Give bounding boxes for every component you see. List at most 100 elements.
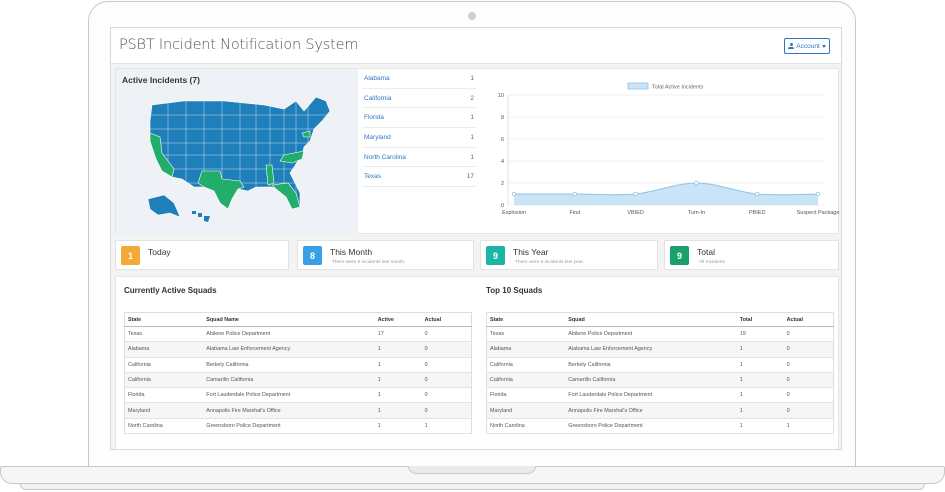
state-list-item[interactable]: Texas 17 <box>362 167 476 188</box>
state-link[interactable]: Florida <box>364 114 384 122</box>
column-header: Total <box>736 312 784 327</box>
table-cell: 1 <box>783 418 834 435</box>
account-button[interactable]: Account <box>784 38 830 54</box>
table-row: North Carolina Greensboro Police Departme… <box>124 418 472 435</box>
table-cell: 1 <box>374 418 422 435</box>
state-list-item[interactable]: Alabama 1 <box>362 69 476 89</box>
table-row: Maryland Annapolis Fire Marshal's Office 1… <box>124 402 472 419</box>
state-count: 1 <box>470 133 474 141</box>
data-point <box>694 180 699 186</box>
stat-badge: 1 <box>121 246 140 265</box>
app-title: PSBT Incident Notification System <box>119 37 359 53</box>
column-header: Actual <box>783 312 834 327</box>
table-row: California Berkely California 1 0 <box>124 357 472 373</box>
caret-down-icon <box>821 44 826 48</box>
state-count: 1 <box>470 74 474 82</box>
stat-subtitle: There were 0 incidents last year. <box>515 260 585 265</box>
table-cell: 0 <box>421 357 472 373</box>
table-cell: 0 <box>783 387 834 404</box>
app-header: PSBT Incident Notification System Accoun… <box>111 28 841 64</box>
x-tick-label: Find <box>569 210 580 216</box>
state-link[interactable]: North Carolina <box>364 153 406 161</box>
stat-badge: 9 <box>486 246 505 265</box>
table-cell: 0 <box>783 326 834 343</box>
table-row: Alabama Alabama Law Enforcement Agency 1 0 <box>486 341 834 358</box>
table-cell: Greensboro Police Department <box>565 418 737 435</box>
data-point <box>511 191 517 197</box>
table-cell: 0 <box>421 372 472 389</box>
incidents-line-chart: Total Active Incidents 0 2 4 6 8 10 Explosion Fi… <box>498 82 839 216</box>
column-header: Actual <box>421 312 472 327</box>
x-tick-label: Explosion <box>502 210 526 216</box>
table-cell: California <box>124 357 204 373</box>
state-list-item[interactable]: California 2 <box>362 89 476 109</box>
state-list-item[interactable]: Maryland 1 <box>362 128 476 148</box>
table-cell: 1 <box>736 402 784 419</box>
table-cell: 0 <box>421 387 472 404</box>
state-link[interactable]: Maryland <box>364 133 391 141</box>
stat-subtitle: All Incidents <box>699 260 725 265</box>
us-map <box>147 96 331 222</box>
state-count: 17 <box>466 173 474 181</box>
stat-title: This Year <box>513 247 549 257</box>
column-header: Active <box>374 312 422 327</box>
table-cell: Florida <box>486 387 566 404</box>
table-cell: 0 <box>783 357 834 373</box>
state-maryland <box>301 130 311 138</box>
stat-badge: 9 <box>670 246 689 265</box>
table-header-row: State Squad Name Active Actual <box>124 312 472 327</box>
legend-swatch <box>627 82 649 90</box>
state-count: 2 <box>470 94 474 102</box>
table-cell: 1 <box>374 387 422 404</box>
incidents-panel: Active Incidents (7) <box>115 68 839 235</box>
table-row: Florida Fort Lauderdale Police Department… <box>486 387 834 404</box>
table-cell: Alabama Law Enforcement Agency <box>203 341 375 358</box>
account-label: Account <box>796 42 820 50</box>
table-cell: Abilene Police Department <box>203 326 375 343</box>
state-link[interactable]: California <box>364 94 392 102</box>
table-row: California Camarillo California 1 0 <box>124 372 472 389</box>
table-cell: Alabama Law Enforcement Agency <box>565 341 737 358</box>
table-cell: Abilene Police Department <box>565 326 737 343</box>
table-cell: 0 <box>421 341 472 358</box>
column-header: Squad Name <box>203 312 375 327</box>
table-cell: 1 <box>374 402 422 419</box>
state-texas <box>197 170 245 210</box>
table-cell: 1 <box>374 372 422 389</box>
table-cell: California <box>486 372 566 389</box>
x-tick-label: VBIED <box>627 210 644 216</box>
stat-subtitle: There were 0 incidents last month. <box>332 260 406 265</box>
table-cell: Alabama <box>124 341 204 358</box>
state-alaska <box>147 194 181 218</box>
state-list-item[interactable]: Florida 1 <box>362 108 476 129</box>
y-tick-label: 2 <box>501 181 504 187</box>
laptop-bottom <box>20 484 925 490</box>
stat-card-this-year: 9 This Year There were 0 incidents last … <box>480 240 658 270</box>
table-cell: 1 <box>736 387 784 404</box>
squads-panel: Currently Active Squads State Squad Name… <box>115 276 839 449</box>
table-cell: Fort Lauderdale Police Department <box>565 387 737 404</box>
state-florida <box>271 182 301 210</box>
table-cell: 1 <box>736 372 784 389</box>
laptop-notch <box>408 466 536 474</box>
user-icon <box>788 43 795 49</box>
table-cell: 0 <box>421 402 472 419</box>
column-header: State <box>486 312 566 327</box>
state-count: 1 <box>470 114 474 122</box>
table-row: Texas Abilene Police Department 17 0 <box>124 326 472 343</box>
table-cell: Greensboro Police Department <box>203 418 375 435</box>
state-link[interactable]: Texas <box>364 173 381 181</box>
top-squads-table: State Squad Total Actual Texas Abilene Po… <box>486 312 834 435</box>
table-cell: North Carolina <box>486 418 566 435</box>
state-link[interactable]: Alabama <box>364 74 390 82</box>
table-cell: Texas <box>486 326 566 343</box>
stat-card-total: 9 Total All Incidents <box>664 240 839 270</box>
state-list-item[interactable]: North Carolina 1 <box>362 148 476 168</box>
legend-label: Total Active Incidents <box>652 85 704 91</box>
table-cell: California <box>124 372 204 389</box>
data-point <box>755 191 760 197</box>
table-row: Alabama Alabama Law Enforcement Agency 1 0 <box>124 341 472 358</box>
y-tick-label: 4 <box>501 159 504 165</box>
y-tick-label: 0 <box>501 203 504 209</box>
table-cell: Annapolis Fire Marshal's Office <box>565 402 737 419</box>
